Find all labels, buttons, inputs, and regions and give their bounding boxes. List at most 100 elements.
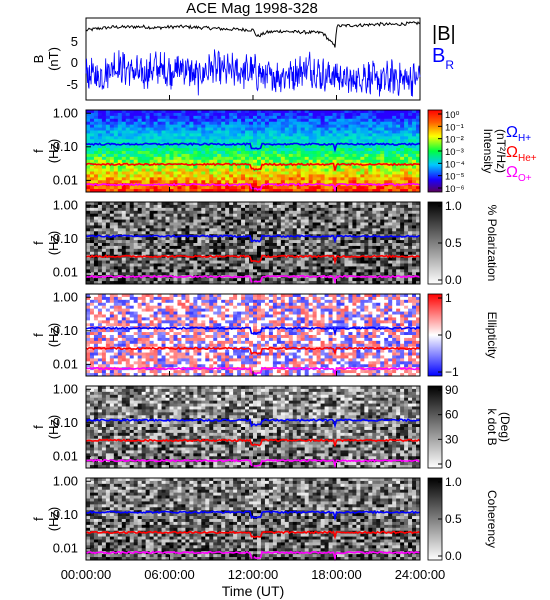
- heatmap-cell: [237, 237, 242, 241]
- heatmap-cell: [125, 202, 131, 206]
- heatmap-cell: [280, 240, 286, 244]
- heatmap-cell: [256, 263, 262, 267]
- heatmap-cell: [412, 136, 417, 140]
- heatmap-cell: [404, 251, 409, 256]
- heatmap-cell: [404, 269, 409, 273]
- heatmap-cell: [264, 124, 270, 128]
- heatmap-cell: [253, 240, 258, 244]
- heatmap-cell: [308, 156, 314, 161]
- heatmap-cell: [173, 124, 178, 128]
- heatmap-cell: [185, 110, 190, 114]
- colorbar-tick-label: 0.5: [445, 236, 462, 250]
- heatmap-cell: [125, 189, 131, 193]
- heatmap-cell: [308, 240, 314, 244]
- heatmap-cell: [169, 245, 174, 250]
- heatmap-cell: [225, 168, 230, 172]
- heatmap-cell: [312, 260, 318, 264]
- heatmap-cell: [392, 204, 397, 209]
- heatmap-cell: [324, 153, 329, 158]
- heatmap-cell: [209, 296, 214, 301]
- heatmap-cell: [101, 180, 107, 184]
- heatmap-cell: [165, 168, 170, 172]
- heatmap-cell: [205, 216, 210, 220]
- heatmap-cell: [380, 159, 385, 164]
- heatmap-cell: [113, 156, 119, 161]
- heatmap-cell: [336, 189, 341, 193]
- heatmap-cell: [149, 266, 154, 270]
- heatmap-cell: [416, 186, 421, 190]
- heatmap-cell: [344, 237, 349, 241]
- heatmap-cell: [141, 219, 147, 223]
- heatmap-cell: [276, 231, 282, 235]
- heatmap-cell: [352, 115, 357, 120]
- heatmap-cell: [256, 186, 262, 190]
- heatmap-cell: [233, 296, 238, 301]
- heatmap-cell: [316, 124, 321, 128]
- heatmap-cell: [256, 266, 262, 270]
- heatmap-cell: [396, 243, 401, 247]
- heatmap-cell: [181, 115, 186, 120]
- heatmap-cell: [316, 240, 321, 244]
- heatmap-cell: [336, 231, 341, 235]
- heatmap-cell: [185, 225, 190, 229]
- heatmap-cell: [165, 251, 170, 256]
- heatmap-cell: [324, 240, 329, 244]
- heatmap-cell: [193, 145, 198, 149]
- heatmap-cell: [284, 177, 290, 181]
- heatmap-cell: [149, 281, 154, 285]
- heatmap-cell: [416, 118, 421, 123]
- heatmap-cell: [256, 118, 262, 123]
- heatmap-cell: [145, 272, 151, 276]
- heatmap-cell: [408, 186, 413, 190]
- heatmap-cell: [253, 171, 258, 175]
- heatmap-cell: [404, 257, 409, 261]
- heatmap-cell: [101, 207, 107, 212]
- heatmap-cell: [332, 275, 337, 279]
- heatmap-cell: [304, 266, 310, 270]
- heatmap-cell: [256, 207, 262, 212]
- heatmap-cell: [193, 171, 198, 175]
- heatmap-cell: [217, 243, 222, 247]
- heatmap-cell: [233, 127, 238, 131]
- heatmap-cell: [256, 171, 262, 175]
- heatmap-cell: [276, 296, 282, 301]
- cyclotron-line: [85, 234, 420, 244]
- heatmap-cell: [181, 251, 186, 256]
- heatmap-cell: [209, 207, 214, 212]
- heatmap-cell: [189, 243, 194, 247]
- heatmap-cell: [217, 159, 222, 164]
- heatmap-cell: [165, 216, 170, 220]
- heatmap-cell: [332, 121, 337, 126]
- heatmap-cell: [125, 124, 131, 128]
- heatmap-cell: [336, 269, 341, 273]
- heatmap-cell: [416, 148, 421, 152]
- heatmap-cell: [320, 231, 325, 235]
- heatmap-cell: [372, 165, 377, 169]
- heatmap-cell: [221, 278, 226, 282]
- heatmap-cell: [304, 228, 310, 232]
- heatmap-cell: [213, 189, 218, 193]
- heatmap-cell: [153, 231, 158, 235]
- heatmap-cell: [97, 260, 103, 264]
- heatmap-cell: [312, 159, 318, 164]
- heatmap-cell: [256, 153, 262, 158]
- heatmap-cell: [360, 207, 365, 212]
- heatmap-cell: [392, 228, 397, 232]
- heatmap-cell: [292, 145, 298, 149]
- heatmap-cell: [360, 216, 365, 220]
- heatmap-cell: [157, 294, 162, 298]
- heatmap-cell: [105, 231, 111, 235]
- heatmap-cell: [165, 130, 170, 134]
- heatmap-cell: [125, 231, 131, 235]
- heatmap-cell: [181, 145, 186, 149]
- heatmap-cell: [356, 296, 361, 301]
- heatmap-cell: [356, 266, 361, 270]
- heatmap-cell: [189, 278, 194, 282]
- heatmap-cell: [113, 115, 119, 120]
- heatmap-cell: [312, 127, 318, 131]
- heatmap-cell: [360, 228, 365, 232]
- heatmap-cell: [133, 121, 139, 126]
- heatmap-cell: [201, 231, 206, 235]
- heatmap-cell: [173, 171, 178, 175]
- heatmap-cell: [296, 240, 302, 244]
